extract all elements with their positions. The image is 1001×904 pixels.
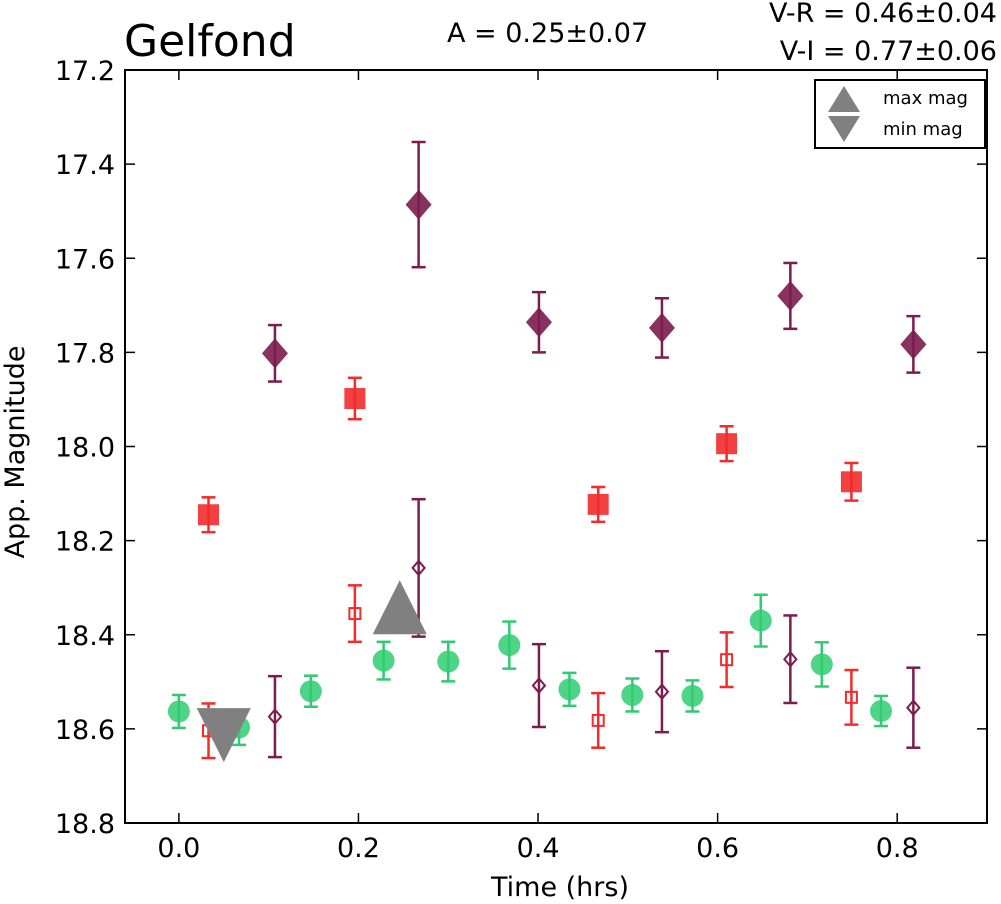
data-point xyxy=(591,713,605,727)
data-point xyxy=(372,649,395,672)
data-point xyxy=(840,471,862,493)
data-point xyxy=(654,683,670,701)
y-tick-label: 17.6 xyxy=(55,244,115,275)
series-diamond-filled xyxy=(261,140,927,383)
axis-ticks: 0.0 0.2 0.4 0.6 0.8 17.2 17.4 17.6 17.8 18.0 18.2 1… xyxy=(55,56,987,864)
data-point xyxy=(621,683,644,706)
data-point xyxy=(870,699,893,722)
y-tick-label: 17.8 xyxy=(55,338,115,369)
series-triangle-down-filled xyxy=(196,708,251,763)
data-point xyxy=(261,338,288,369)
amplitude-annotation: A = 0.25±0.07 xyxy=(447,18,648,49)
data-point xyxy=(749,609,772,632)
y-tick-label: 17.4 xyxy=(55,150,115,181)
plot-layer xyxy=(167,140,927,763)
data-point xyxy=(198,504,220,526)
data-point xyxy=(720,653,734,667)
data-point xyxy=(405,189,432,220)
series-triangle-up-filled xyxy=(372,580,427,635)
data-point xyxy=(299,680,322,703)
y-tick-label: 18.4 xyxy=(55,621,115,652)
legend-min-mag-marker xyxy=(828,116,860,142)
data-point xyxy=(558,678,581,701)
v-i-annotation: V-I = 0.77±0.06 xyxy=(780,36,997,67)
y-tick-label: 18.0 xyxy=(55,433,115,464)
legend-max-mag-marker xyxy=(828,86,860,112)
min-mag-marker xyxy=(196,708,251,763)
x-tick-label: 0.6 xyxy=(696,833,739,864)
legend-min-mag-label: min mag xyxy=(883,119,963,140)
y-tick-label: 17.2 xyxy=(55,56,115,87)
y-tick-label: 18.2 xyxy=(55,527,115,558)
data-point xyxy=(267,708,283,726)
legend: max mag min mag xyxy=(814,79,986,149)
data-point xyxy=(167,700,190,723)
data-point xyxy=(900,329,927,360)
chart-title: Gelfond xyxy=(124,16,296,67)
x-tick-label: 0.8 xyxy=(876,833,919,864)
legend-max-mag-label: max mag xyxy=(883,88,968,109)
data-point xyxy=(716,433,738,455)
data-point xyxy=(906,699,921,717)
data-point xyxy=(344,387,366,409)
x-tick-label: 0.4 xyxy=(517,833,560,864)
y-axis-label: App. Magnitude xyxy=(0,346,31,559)
data-point xyxy=(348,607,362,621)
data-point xyxy=(844,690,858,704)
data-point xyxy=(411,559,426,577)
series-square-filled xyxy=(198,376,862,534)
data-point xyxy=(531,677,547,695)
series-diamond-open xyxy=(267,497,921,759)
max-mag-marker xyxy=(372,580,427,635)
x-tick-label: 0.2 xyxy=(337,833,380,864)
data-point xyxy=(648,312,675,343)
y-tick-label: 18.6 xyxy=(55,715,115,746)
data-point xyxy=(783,650,798,668)
y-tick-label: 18.8 xyxy=(55,809,115,840)
data-point xyxy=(777,280,804,311)
data-point xyxy=(437,650,460,673)
data-point xyxy=(681,684,704,707)
x-axis-label: Time (hrs) xyxy=(490,872,629,903)
data-point xyxy=(498,634,521,657)
data-point xyxy=(810,653,833,676)
x-tick-label: 0.0 xyxy=(157,833,200,864)
plot-frame xyxy=(124,69,988,824)
v-r-annotation: V-R = 0.46±0.04 xyxy=(769,0,997,29)
data-point xyxy=(587,493,609,515)
data-point xyxy=(525,307,552,338)
